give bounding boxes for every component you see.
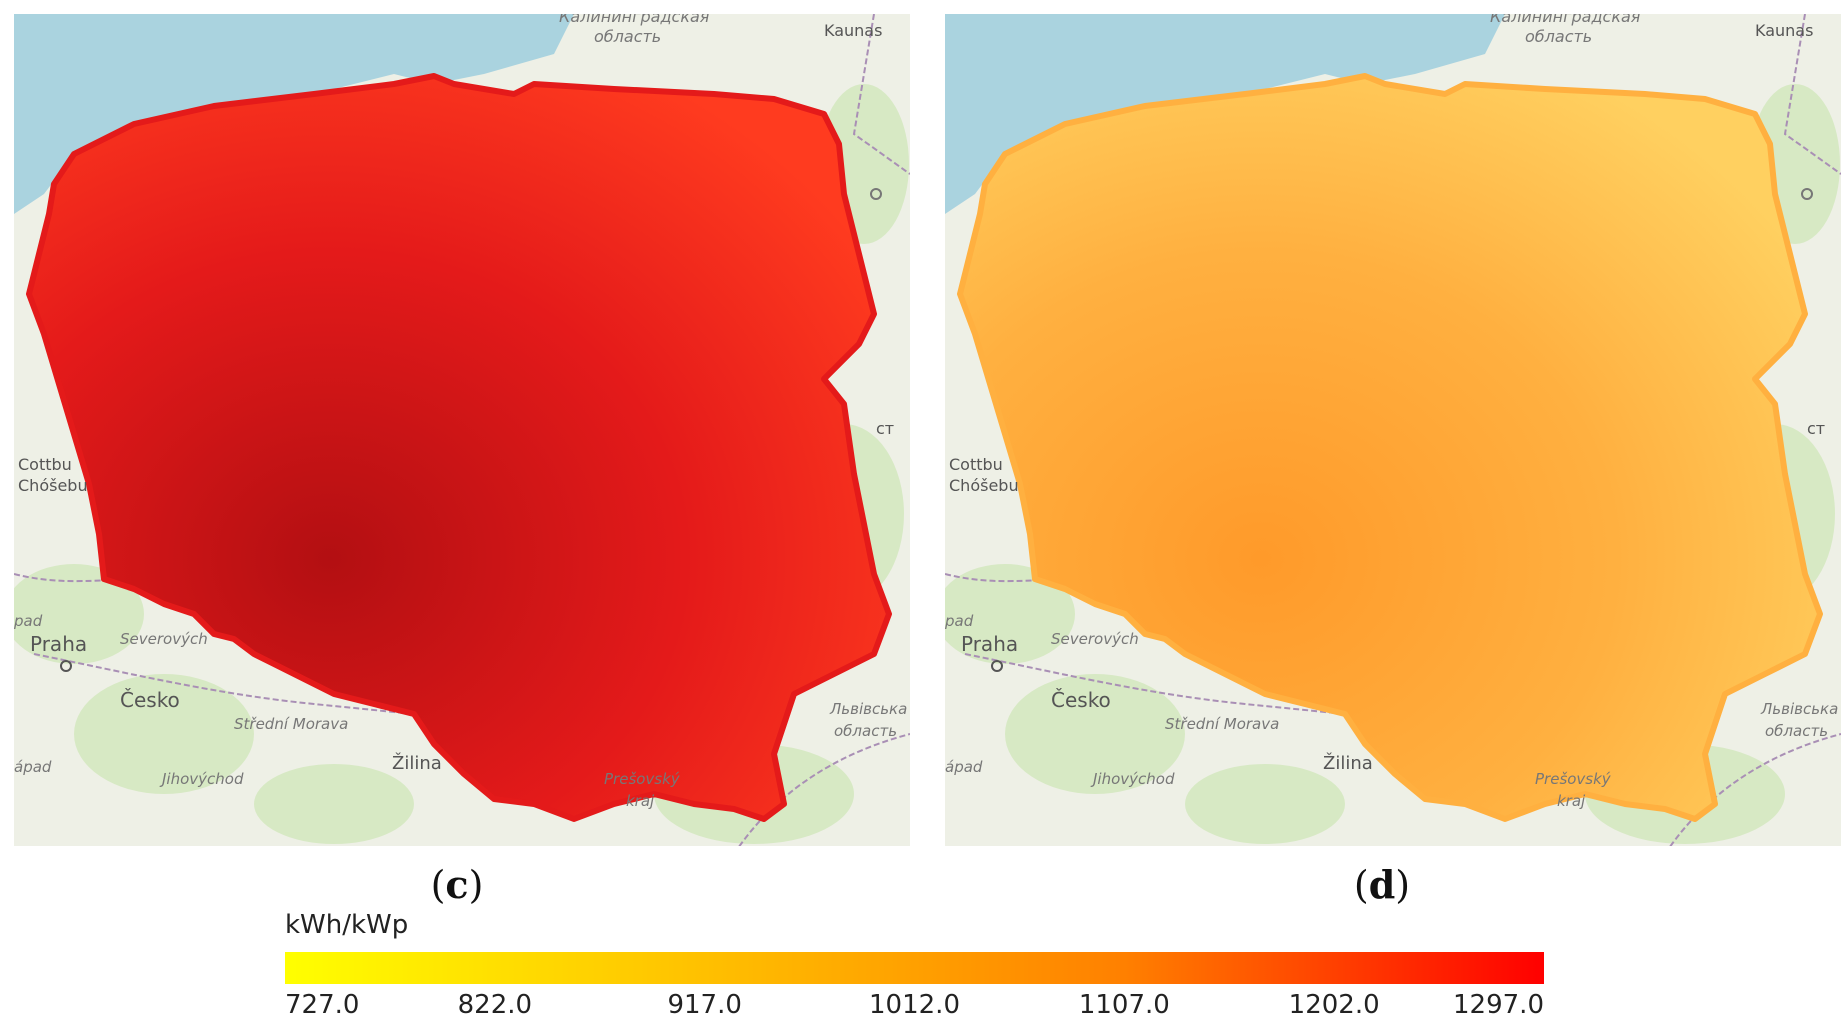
map-labels: Калининградская область [1490, 14, 1641, 46]
caption-d: (d) [1353, 862, 1411, 907]
legend-tick-label: 822.0 [457, 990, 533, 1020]
label-zapad-1: pad [945, 612, 974, 630]
legend-tick-label: 1107.0 [1078, 990, 1170, 1020]
label-cottbus-1: Cottbu [18, 455, 72, 474]
label-kaunas: Kaunas [1755, 21, 1813, 40]
legend-unit: kWh/kWp [285, 910, 409, 940]
label-lviv-2: область [1765, 722, 1828, 740]
legend-tick-label: 727.0 [285, 990, 360, 1020]
legend-tick-label: 917.0 [667, 990, 742, 1020]
label-stredni-morava: Střední Morava [1165, 715, 1279, 733]
label-severovychod: Severových [120, 630, 208, 648]
label-kaliningrad-2: область [594, 27, 661, 46]
label-cesko: Česko [1051, 688, 1111, 712]
poland-heatmap [26, 73, 892, 822]
label-zapad-2: ápad [14, 758, 52, 776]
label-zapad-1: pad [14, 612, 43, 630]
legend-tick-label: 1202.0 [1288, 990, 1380, 1020]
label-cesko: Česko [120, 688, 180, 712]
label-lviv-1: Львівська [829, 700, 907, 718]
label-stredni-morava: Střední Morava [234, 715, 348, 733]
label-praha: Praha [961, 632, 1018, 656]
label-zilina: Žilina [392, 752, 442, 774]
label-presovsky-2: kraj [626, 792, 655, 810]
praha-marker [991, 660, 1003, 672]
praha-marker [60, 660, 72, 672]
baltic-sea [14, 14, 574, 214]
poland-heatmap [957, 73, 1823, 822]
label-lviv-2: область [834, 722, 897, 740]
label-kaliningrad-2: область [1525, 27, 1592, 46]
label-severovychod: Severových [1051, 630, 1139, 648]
label-jihovychod: Jihovýchod [159, 770, 244, 788]
city-marker [870, 188, 882, 200]
map-panel-d: Калининградская область Kaunas ст Cottbu… [945, 14, 1841, 846]
label-jihovychod: Jihovýchod [1090, 770, 1175, 788]
label-zilina: Žilina [1323, 752, 1373, 774]
label-kaliningrad-1: Калининградская [1490, 14, 1641, 26]
legend-tick-label: 1012.0 [869, 990, 960, 1020]
label-presovsky-1: Prešovský [604, 770, 681, 788]
caption-d-letter: d [1368, 862, 1396, 907]
label-brest: ст [876, 419, 894, 438]
label-zapad-2: ápad [945, 758, 983, 776]
caption-c: (c) [430, 862, 484, 907]
caption-c-letter: c [445, 862, 469, 907]
label-brest: ст [1807, 419, 1825, 438]
map-d-svg: Калининградская область Kaunas ст Cottbu… [945, 14, 1841, 846]
baltic-sea [945, 14, 1505, 214]
map-c-svg: Калининградская область Kaunas ст Cottbu… [14, 14, 910, 846]
city-marker [1801, 188, 1813, 200]
label-cottbus-2: Chóšebu [949, 476, 1019, 495]
label-presovsky-2: kraj [1557, 792, 1586, 810]
label-praha: Praha [30, 632, 87, 656]
forest-patches [14, 84, 909, 844]
label-cottbus-2: Chóšebu [18, 476, 88, 495]
label-presovsky-1: Prešovský [1535, 770, 1612, 788]
label-lviv-1: Львівська [1760, 700, 1838, 718]
legend-tick-label: 1297.0 [1453, 990, 1544, 1020]
legend-color-bar [285, 952, 1544, 984]
map-panel-c: Калининградская область Kaunas ст Cottbu… [14, 14, 910, 846]
label-kaunas: Kaunas [824, 21, 882, 40]
label-cottbus-1: Cottbu [949, 455, 1003, 474]
label-kaliningrad-1: Калининградская [559, 14, 710, 26]
map-labels: Калининградская область [559, 14, 710, 46]
